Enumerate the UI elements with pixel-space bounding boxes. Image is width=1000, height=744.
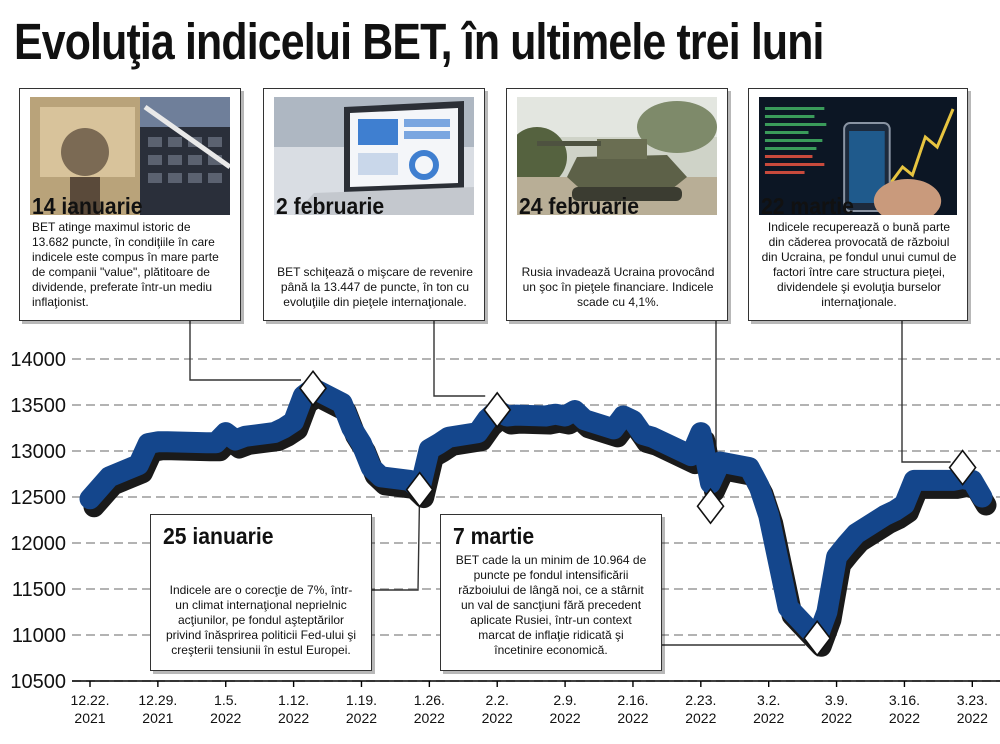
x-tick-label: 2.16. <box>617 692 648 708</box>
x-tick-label-year: 2022 <box>821 710 852 726</box>
y-tick-label: 11500 <box>12 579 66 601</box>
annotation-jan14: 14 ianuarie BET atinge maximul istoric d… <box>19 88 241 321</box>
annotation-date: 7 martie <box>453 523 535 549</box>
x-tick-label: 3.16. <box>889 692 920 708</box>
event-marker <box>803 619 832 657</box>
x-tick-label: 3.2. <box>757 692 780 708</box>
event-marker <box>948 449 977 486</box>
y-tick-label: 10500 <box>10 671 66 693</box>
x-tick-label: 1.19. <box>346 692 377 708</box>
y-tick-label: 11000 <box>12 625 66 647</box>
x-tick-label-year: 2022 <box>889 710 920 726</box>
annotation-date: 14 ianuarie <box>32 193 143 219</box>
y-tick-label: 13500 <box>10 395 66 417</box>
x-tick-label: 2.2. <box>486 692 509 708</box>
x-tick-label-year: 2022 <box>210 710 241 726</box>
annotation-feb2: 2 februarie BET schiţează o mişcare de r… <box>263 88 485 321</box>
x-tick-label-year: 2021 <box>142 710 173 726</box>
series-bet <box>79 377 997 657</box>
x-tick-label-year: 2022 <box>617 710 648 726</box>
series-line <box>79 377 993 649</box>
annotation-date: 22 martie <box>761 193 854 219</box>
connector-line <box>901 321 951 463</box>
stock-phone-photo <box>759 97 957 215</box>
annotation-jan25: 25 ianuarie Indicele are o corecţie de 7… <box>150 514 372 671</box>
annotation-text: Indicele are o corecţie de 7%, într-un c… <box>165 583 357 657</box>
y-tick-label: 12000 <box>10 533 66 555</box>
x-tick-label-year: 2022 <box>550 710 581 726</box>
y-tick-label: 12500 <box>10 487 66 509</box>
annotation-mar7: 7 martie BET cade la un minim de 10.964 … <box>440 514 662 671</box>
x-tick-label-year: 2022 <box>957 710 988 726</box>
annotation-date: 2 februarie <box>276 193 385 219</box>
annotation-date: 24 februarie <box>519 193 639 219</box>
x-tick-label: 3.23. <box>957 692 988 708</box>
annotation-text: BET atinge maximul istoric de 13.682 pun… <box>32 220 219 309</box>
x-tick-label-year: 2021 <box>74 710 105 726</box>
x-tick-label-year: 2022 <box>278 710 309 726</box>
annotation-text: BET cade la un minim de 10.964 de puncte… <box>455 553 647 657</box>
x-tick-label: 1.26. <box>414 692 445 708</box>
annotation-text: BET schiţează o mişcare de revenire până… <box>277 265 473 309</box>
y-axis-labels: 10500 11000 11500 12000 12500 13000 13500 14000 <box>10 349 66 693</box>
x-tick-label: 1.12. <box>278 692 309 708</box>
annotation-date: 25 ianuarie <box>163 523 274 549</box>
x-tick-label-year: 2022 <box>346 710 377 726</box>
x-tick-label: 12.22. <box>71 692 110 708</box>
event-marker <box>405 471 434 508</box>
x-tick-label-year: 2022 <box>685 710 716 726</box>
annotation-text: Indicele recuperează o bună parte din că… <box>761 220 957 309</box>
x-tick-label: 2.23. <box>685 692 716 708</box>
event-marker <box>298 369 328 407</box>
x-axis-labels: 12.22. 2021 12.29. 2021 1.5. 2022 1.12. 2022 1.1… <box>71 681 988 726</box>
tank-photo <box>517 97 717 215</box>
annotation-feb24: 24 februarie Rusia invadează Ucraina pro… <box>506 88 728 321</box>
connector-line <box>372 489 421 591</box>
x-tick-label-year: 2022 <box>414 710 445 726</box>
connector-line <box>189 321 301 381</box>
x-tick-label: 1.5. <box>214 692 237 708</box>
annotation-text: Rusia invadează Ucraina provocând un şoc… <box>521 265 715 309</box>
page-title: Evoluţia indicelui BET, în ultimele trei… <box>14 13 824 70</box>
x-tick-label-year: 2022 <box>482 710 513 726</box>
event-marker <box>483 391 512 429</box>
event-marker <box>696 487 725 525</box>
event-markers <box>298 369 977 657</box>
annotation-mar22: 22 martie Indicele recuperează o bună pa… <box>748 88 968 321</box>
x-tick-label: 12.29. <box>138 692 177 708</box>
x-tick-label-year: 2022 <box>753 710 784 726</box>
banknotes-calculator-photo <box>30 97 230 215</box>
x-tick-label: 2.9. <box>553 692 576 708</box>
connector-line <box>433 321 486 397</box>
y-tick-label: 13000 <box>10 441 66 463</box>
x-tick-label: 3.9. <box>825 692 848 708</box>
y-tick-label: 14000 <box>10 349 66 371</box>
laptop-dashboard-photo <box>274 97 474 215</box>
